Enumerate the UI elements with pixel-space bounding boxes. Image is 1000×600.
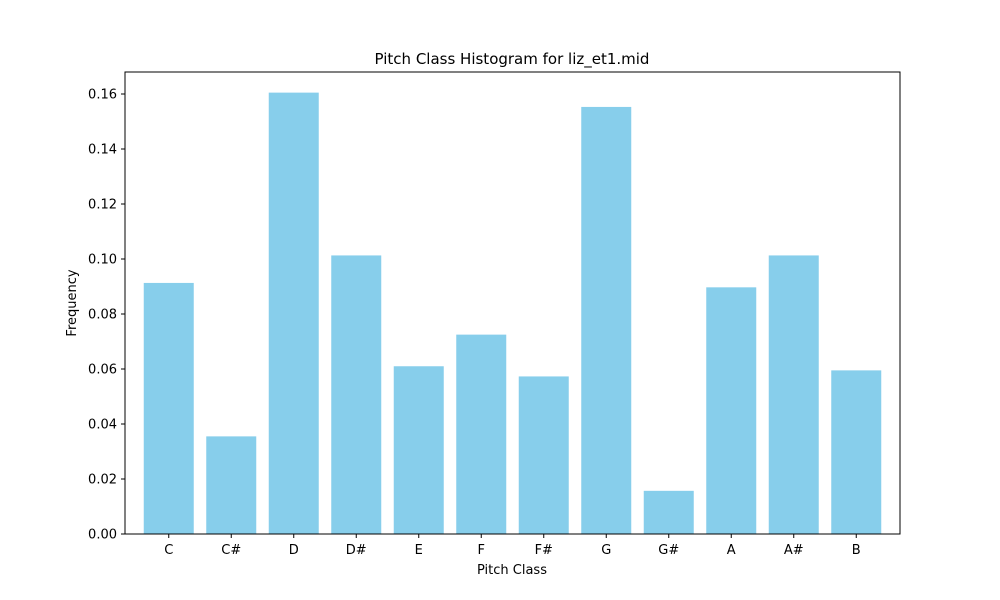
y-tick-label: 0.06 (88, 363, 117, 378)
y-tick-label: 0.16 (88, 88, 117, 103)
bar-c (143, 282, 194, 534)
plot-frame (124, 71, 901, 535)
x-axis-label: Pitch Class (477, 563, 547, 578)
bar-d (268, 92, 319, 534)
x-tick-label: A# (784, 543, 804, 558)
bar-e (393, 366, 444, 534)
bar-f-sharp (518, 376, 569, 534)
y-tick-label: 0.00 (88, 528, 117, 543)
x-axis-ticks: C C# D D# E F F# G G# A A# B (164, 534, 861, 558)
y-axis-label: Frequency (65, 269, 80, 336)
x-tick-label: G (601, 543, 611, 558)
bar-g-sharp (643, 490, 694, 534)
bar-f (456, 334, 507, 534)
x-tick-label: D (289, 543, 299, 558)
x-tick-label: F (478, 543, 485, 558)
y-axis-ticks: 0.00 0.02 0.04 0.06 0.08 0.10 0.12 0.14 0.16 (88, 88, 125, 543)
y-tick-label: 0.12 (88, 198, 117, 213)
bar-b (831, 370, 882, 534)
chart-title: Pitch Class Histogram for liz_et1.mid (375, 50, 650, 69)
x-tick-label: E (415, 543, 423, 558)
bar-g (581, 106, 632, 535)
y-tick-label: 0.10 (88, 253, 117, 268)
bar-c-sharp (206, 436, 257, 534)
x-tick-label: A (727, 543, 736, 558)
x-tick-label: D# (346, 543, 367, 558)
bar-a (706, 287, 757, 534)
y-tick-label: 0.14 (88, 143, 117, 158)
x-tick-label: C# (221, 543, 241, 558)
x-tick-label: B (852, 543, 861, 558)
bar-d-sharp (331, 255, 382, 535)
y-tick-label: 0.08 (88, 308, 117, 323)
bars-group (143, 92, 882, 535)
x-tick-label: G# (658, 543, 679, 558)
y-tick-label: 0.04 (88, 418, 117, 433)
x-tick-label: C (164, 543, 173, 558)
y-tick-label: 0.02 (88, 473, 117, 488)
x-tick-label: F# (535, 543, 553, 558)
bar-a-sharp (768, 255, 819, 535)
